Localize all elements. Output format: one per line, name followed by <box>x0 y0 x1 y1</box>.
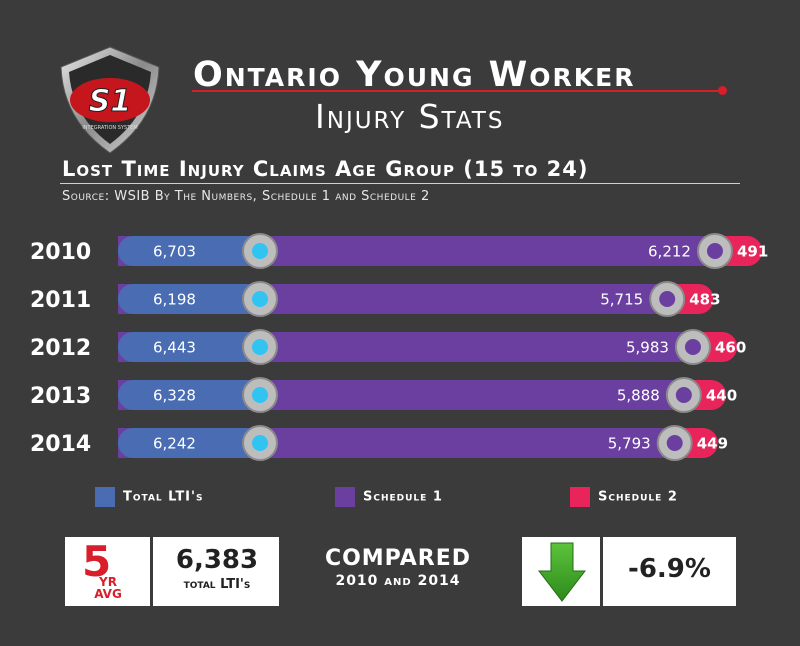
source-note: Source: WSIB By The Numbers, Schedule 1 … <box>62 189 430 204</box>
schedule2-value-label: 440 <box>706 387 737 405</box>
schedule1-knob-dot <box>666 435 683 451</box>
title-line-1: Ontario Young Worker <box>193 55 636 95</box>
legend-schedule1-label: Schedule 1 <box>363 489 443 505</box>
schedule1-value-label: 6,212 <box>648 243 691 261</box>
year-label: 2010 <box>30 240 91 265</box>
total-value-label: 6,328 <box>153 387 196 405</box>
legend-schedule2-label: Schedule 2 <box>598 489 678 505</box>
year-label: 2011 <box>30 288 91 313</box>
schedule1-knob-dot <box>659 291 676 307</box>
schedule1-knob-dot <box>684 339 701 355</box>
avg-caption-line2: AVG <box>94 587 122 601</box>
five-year-average-box <box>65 537 279 606</box>
total-knob-dot <box>252 243 268 259</box>
schedule2-value-label: 460 <box>715 339 746 357</box>
total-value-label: 6,242 <box>153 435 196 453</box>
chart-subtitle: Lost Time Injury Claims Age Group (15 to… <box>62 157 589 181</box>
total-knob-dot <box>252 387 268 403</box>
year-label: 2013 <box>30 384 91 409</box>
schedule2-value-label: 491 <box>737 243 768 261</box>
total-bar <box>118 428 260 458</box>
schedule1-knob-dot <box>675 387 692 403</box>
title-underline-dot <box>718 86 727 95</box>
total-bar <box>118 284 260 314</box>
change-divider <box>600 537 603 606</box>
avg-caption: YR AVG <box>78 576 138 600</box>
legend-total-label: Total LTI's <box>123 489 204 505</box>
schedule1-value-label: 5,983 <box>626 339 669 357</box>
total-bar <box>118 236 260 266</box>
title-underline <box>192 90 720 92</box>
legend-schedule1-swatch <box>335 487 355 507</box>
total-bar <box>118 380 260 410</box>
total-knob-dot <box>252 435 268 451</box>
total-value-label: 6,443 <box>153 339 196 357</box>
legend-schedule2-swatch <box>570 487 590 507</box>
total-knob-dot <box>252 339 268 355</box>
logo-mark: S1 <box>89 84 131 119</box>
compared-heading: COMPARED <box>324 546 472 571</box>
legend-schedule2: Schedule 2 <box>570 487 678 507</box>
schedule1-value-label: 5,715 <box>600 291 643 309</box>
total-value-label: 6,703 <box>153 243 196 261</box>
down-arrow-icon <box>537 542 587 602</box>
change-value: -6.9% <box>628 554 711 584</box>
year-label: 2014 <box>30 432 91 457</box>
avg-divider <box>150 537 153 606</box>
total-bar <box>118 332 260 362</box>
avg-caption-line1: YR <box>99 575 117 589</box>
logo-subtext: INTEGRATION SYSTEM <box>82 125 137 131</box>
s1-shield-logo: S1 INTEGRATION SYSTEM <box>60 46 160 154</box>
avg-label: total LTI's <box>183 577 251 592</box>
schedule1-value-label: 5,793 <box>608 435 651 453</box>
title-line-2: Injury Stats <box>315 97 505 136</box>
legend-total-swatch <box>95 487 115 507</box>
avg-value: 6,383 <box>175 545 259 575</box>
total-value-label: 6,198 <box>153 291 196 309</box>
subtitle-divider <box>60 183 740 184</box>
legend-total: Total LTI's <box>95 487 203 507</box>
schedule2-value-label: 483 <box>689 291 720 309</box>
schedule1-value-label: 5,888 <box>617 387 660 405</box>
total-knob-dot <box>252 291 268 307</box>
schedule1-knob-dot <box>706 243 723 259</box>
schedule2-value-label: 449 <box>697 435 728 453</box>
compared-years: 2010 and 2014 <box>335 573 461 589</box>
injury-bar-chart: 2010 6,703 6,212 491 2011 6,198 5,715 483 2012 6,… <box>30 233 768 461</box>
legend-schedule1: Schedule 1 <box>335 487 443 507</box>
year-label: 2012 <box>30 336 91 361</box>
avg-number: 5 <box>82 537 112 586</box>
